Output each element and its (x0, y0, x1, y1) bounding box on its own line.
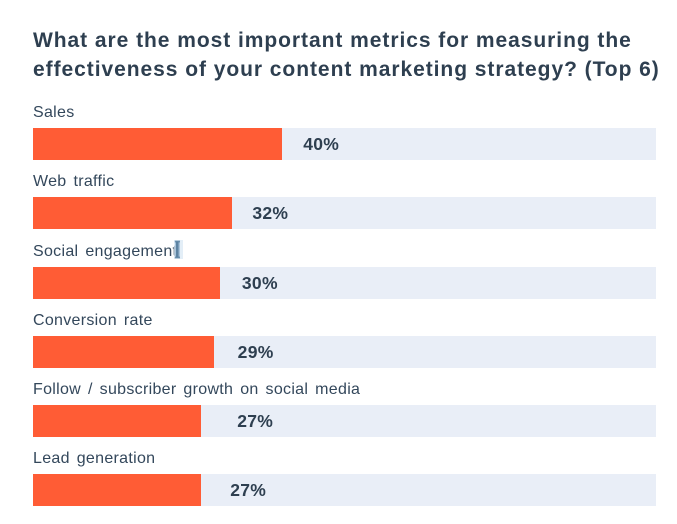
bar-label: Conversion rate (33, 312, 153, 329)
bar-fill (33, 197, 233, 229)
bar-value: 32% (252, 202, 289, 223)
bar-value: 30% (241, 272, 278, 293)
bar-value: 27% (230, 479, 267, 500)
bar-track: 40% (33, 128, 656, 160)
bar-fill (33, 474, 202, 506)
bar-track: 32% (33, 197, 656, 229)
bar-row-lead-generation: Lead generation 27% (33, 448, 656, 506)
bar-fill (33, 405, 202, 437)
bar-value: 40% (303, 133, 340, 154)
bar-row-sales: Sales 40% (33, 102, 656, 160)
bar-row-conversion-rate: Conversion rate 29% (33, 310, 656, 368)
bar-value: 29% (237, 341, 274, 362)
bar-track: 27% (33, 405, 656, 437)
bar-track: 29% (33, 336, 656, 368)
bar-value: 27% (237, 410, 274, 431)
bar-row-social-engagement: Social engagement 30% (33, 240, 656, 299)
bar-label-text: Social engagement (33, 243, 178, 260)
bar-fill (33, 128, 283, 160)
bar-row-web-traffic: Web traffic 32% (33, 171, 656, 229)
bar-track: 30% (33, 267, 656, 299)
bar-fill (33, 336, 214, 368)
chart-title: What are the most important metrics for … (33, 29, 660, 81)
bar-fill (33, 267, 220, 299)
bar-label: Sales (33, 104, 75, 121)
bar-rows: Sales 40% Web traffic 32% Social engagem… (33, 102, 656, 506)
bar-label: Follow / subscriber growth on social med… (33, 381, 361, 398)
text-cursor-icon (174, 240, 184, 259)
bar-row-follower-growth: Follow / subscriber growth on social med… (33, 379, 656, 437)
bar-label: Social engagement (33, 240, 656, 262)
bar-label: Lead generation (33, 450, 156, 467)
bar-track: 27% (33, 474, 656, 506)
bar-label: Web traffic (33, 173, 115, 190)
